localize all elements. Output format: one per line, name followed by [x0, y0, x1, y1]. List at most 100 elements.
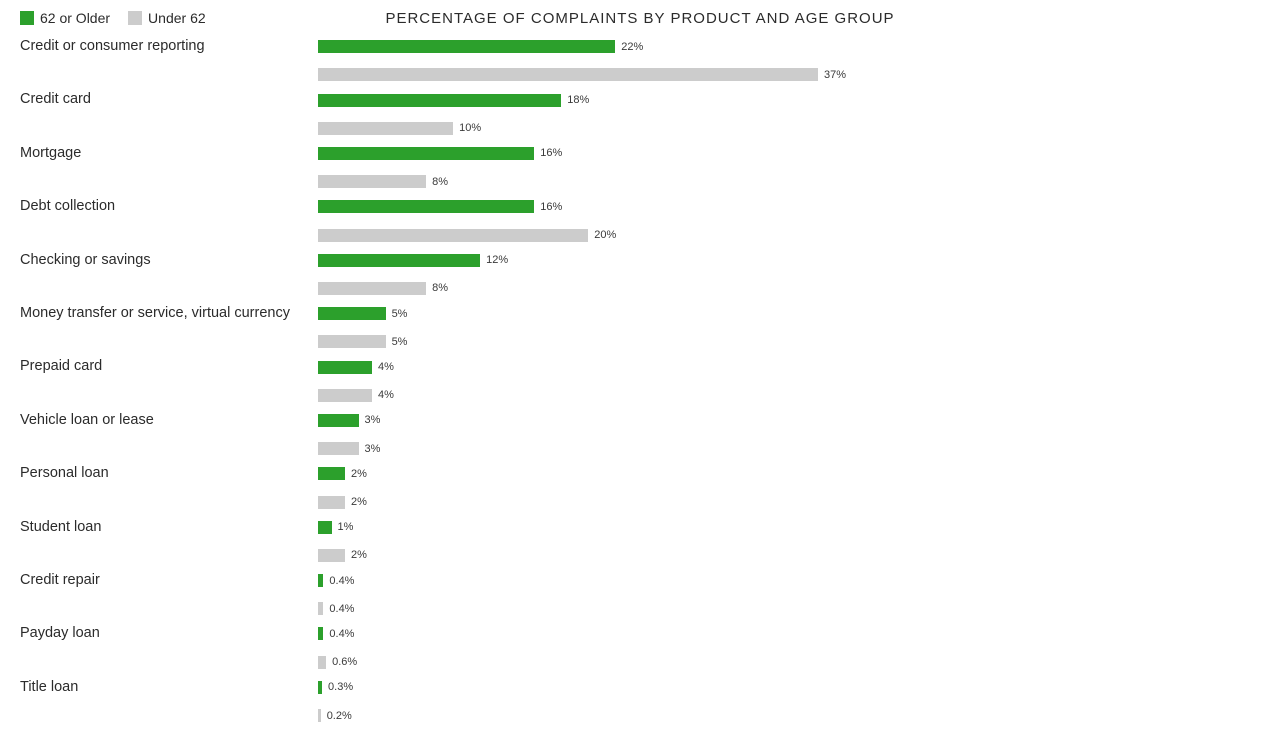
value-label-older: 3% [365, 414, 381, 426]
value-label-under: 20% [594, 229, 616, 241]
value-label-under: 0.4% [329, 603, 354, 615]
value-label-older: 18% [567, 94, 589, 106]
bar-track: 0.2% [318, 709, 1260, 722]
bar-older [318, 200, 534, 213]
category-label: Checking or savings [20, 252, 318, 269]
value-label-under: 3% [365, 443, 381, 455]
value-label-older: 0.4% [329, 628, 354, 640]
category-label: Title loan [20, 679, 318, 696]
bar-older [318, 467, 345, 480]
category-group: Payday loan 0.4% 0.6% [20, 625, 1260, 668]
value-label-under: 2% [351, 496, 367, 508]
bar-older [318, 307, 386, 320]
bar-row-older: Credit card 18% [20, 91, 1260, 108]
bar-track: 18% [318, 94, 1260, 107]
bar-track: 0.6% [318, 656, 1260, 669]
category-label: Personal loan [20, 465, 318, 482]
bar-row-under: 0.4% [20, 602, 1260, 615]
bar-under [318, 709, 321, 722]
category-group: Prepaid card4%4% [20, 358, 1260, 401]
bar-row-older: Debt collection 16% [20, 198, 1260, 215]
bar-track: 0.4% [318, 574, 1260, 587]
bar-older [318, 94, 561, 107]
value-label-under: 5% [392, 336, 408, 348]
value-label-older: 12% [486, 254, 508, 266]
bar-row-under: 8% [20, 175, 1260, 188]
bar-under [318, 282, 426, 295]
bar-row-under: 10% [20, 122, 1260, 135]
chart-title: PERCENTAGE OF COMPLAINTS BY PRODUCT AND … [385, 10, 894, 27]
bar-track: 12% [318, 254, 1260, 267]
bar-track: 1% [318, 521, 1260, 534]
chart-header: 62 or Older Under 62 PERCENTAGE OF COMPL… [20, 10, 1260, 26]
bar-row-under: 3% [20, 442, 1260, 455]
category-group: Title loan 0.3% 0.2% [20, 679, 1260, 722]
value-label-older: 2% [351, 468, 367, 480]
bar-row-older: Checking or savings 12% [20, 252, 1260, 269]
category-group: Credit card 18% 10% [20, 91, 1260, 134]
category-label: Debt collection [20, 198, 318, 215]
bar-row-older: Payday loan 0.4% [20, 625, 1260, 642]
bar-older [318, 681, 322, 694]
bar-older [318, 40, 615, 53]
bar-track: 8% [318, 175, 1260, 188]
legend-label-older: 62 or Older [40, 10, 110, 26]
category-group: Credit repair0.4%0.4% [20, 572, 1260, 615]
category-group: Vehicle loan or lease 3% 3% [20, 412, 1260, 455]
value-label-under: 2% [351, 549, 367, 561]
value-label-older: 16% [540, 201, 562, 213]
category-label: Payday loan [20, 625, 318, 642]
bar-track: 0.4% [318, 627, 1260, 640]
category-label: Vehicle loan or lease [20, 412, 318, 429]
bar-track: 2% [318, 549, 1260, 562]
legend-swatch-older [20, 11, 34, 25]
bar-under [318, 442, 359, 455]
bar-older [318, 361, 372, 374]
bar-under [318, 496, 345, 509]
bar-row-under: 20% [20, 229, 1260, 242]
bar-older [318, 627, 323, 640]
bar-older [318, 574, 323, 587]
value-label-under: 0.6% [332, 656, 357, 668]
bar-track: 4% [318, 389, 1260, 402]
bar-row-older: Credit or consumer reporting 22% [20, 38, 1260, 55]
category-group: Student loan1% 2% [20, 519, 1260, 562]
bar-track: 0.4% [318, 602, 1260, 615]
bar-track: 2% [318, 467, 1260, 480]
bar-under [318, 389, 372, 402]
category-group: Debt collection 16% 20% [20, 198, 1260, 241]
legend-label-under: Under 62 [148, 10, 206, 26]
value-label-under: 8% [432, 282, 448, 294]
bar-row-under: 5% [20, 335, 1260, 348]
bar-row-older: Prepaid card4% [20, 358, 1260, 375]
bar-under [318, 602, 323, 615]
bar-track: 2% [318, 496, 1260, 509]
bar-older [318, 414, 359, 427]
legend-item-under: Under 62 [128, 10, 206, 26]
category-group: Personal loan 2% 2% [20, 465, 1260, 508]
bar-track: 5% [318, 335, 1260, 348]
bar-under [318, 175, 426, 188]
bar-track: 4% [318, 361, 1260, 374]
legend: 62 or Older Under 62 [20, 10, 206, 26]
value-label-older: 5% [392, 308, 408, 320]
bar-track: 22% [318, 40, 1260, 53]
bar-track: 3% [318, 414, 1260, 427]
bar-under [318, 68, 818, 81]
category-group: Money transfer or service, virtual curre… [20, 305, 1260, 348]
category-label: Credit or consumer reporting [20, 38, 318, 55]
category-group: Mortgage16%8% [20, 145, 1260, 188]
value-label-older: 0.3% [328, 681, 353, 693]
bar-under [318, 229, 588, 242]
bar-row-under: 4% [20, 389, 1260, 402]
value-label-older: 22% [621, 41, 643, 53]
bar-row-older: Title loan 0.3% [20, 679, 1260, 696]
bar-row-older: Student loan1% [20, 519, 1260, 536]
bar-track: 16% [318, 147, 1260, 160]
bar-row-older: Credit repair0.4% [20, 572, 1260, 589]
bar-older [318, 147, 534, 160]
bar-row-older: Personal loan 2% [20, 465, 1260, 482]
category-label: Credit card [20, 91, 318, 108]
legend-item-older: 62 or Older [20, 10, 110, 26]
value-label-older: 16% [540, 147, 562, 159]
